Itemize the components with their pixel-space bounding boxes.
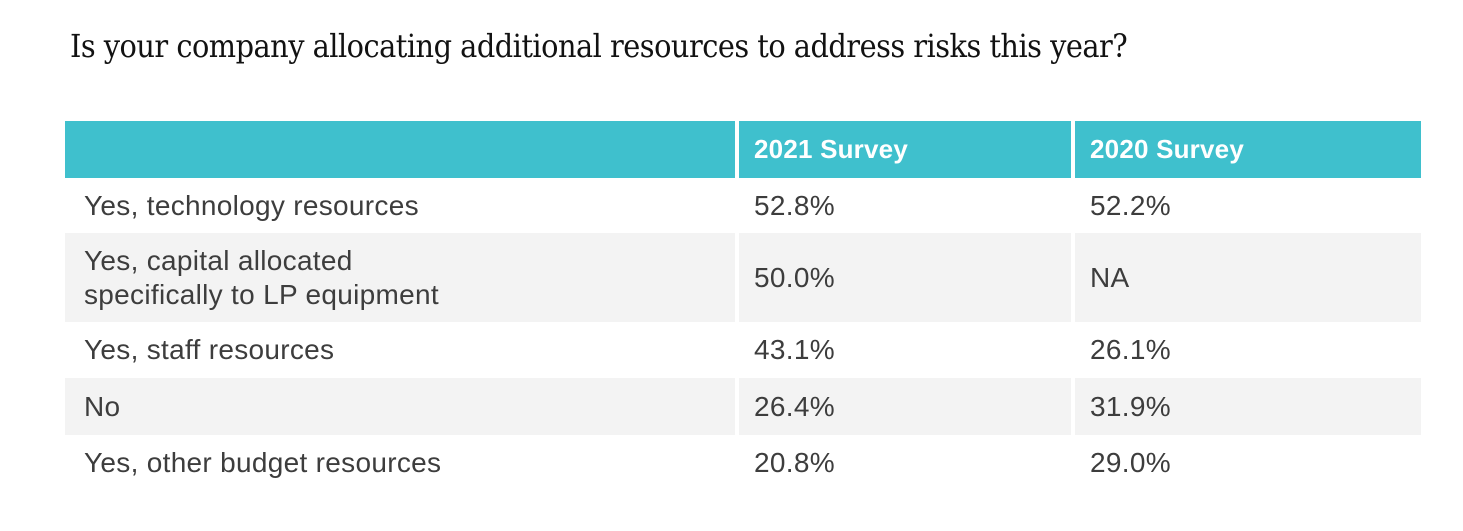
value-2020: 31.9% — [1075, 378, 1421, 435]
value-2021: 20.8% — [754, 447, 835, 479]
header-cell-empty — [65, 121, 735, 178]
value-2021: 26.4% — [739, 378, 1071, 435]
value-2020: 26.1% — [1090, 334, 1171, 366]
row-label: Yes, staff resources — [84, 334, 335, 366]
value-2021: 52.8% — [754, 189, 835, 221]
table-row-other-budget-resources: Yes, other budget resources 20.8% 29.0% — [65, 435, 1421, 491]
header-cell-2021-survey: 2021 Survey — [739, 121, 1071, 178]
value-2021: 43.1% — [754, 334, 835, 366]
row-label: No — [65, 378, 735, 435]
table-header-row: 2021 Survey 2020 Survey — [65, 121, 1421, 178]
chart-title: Is your company allocating additional re… — [70, 27, 1128, 65]
value-2021: 50.0% — [739, 233, 1071, 322]
row-label: Yes, capital allocated specifically to L… — [65, 233, 735, 322]
row-label: Yes, technology resources — [84, 189, 419, 221]
table-row-no: No 26.4% 31.9% — [65, 378, 1421, 435]
value-2020: NA — [1075, 233, 1421, 322]
header-cell-2020-survey: 2020 Survey — [1075, 121, 1421, 178]
table-row-capital-lp-equipment: Yes, capital allocated specifically to L… — [65, 233, 1421, 322]
table-row-technology-resources: Yes, technology resources 52.8% 52.2% — [65, 178, 1421, 233]
value-2020: 52.2% — [1090, 189, 1171, 221]
table-row-staff-resources: Yes, staff resources 43.1% 26.1% — [65, 322, 1421, 378]
survey-results-table: 2021 Survey 2020 Survey Yes, technology … — [65, 121, 1421, 491]
value-2020: 29.0% — [1090, 447, 1171, 479]
row-label: Yes, other budget resources — [84, 447, 442, 479]
